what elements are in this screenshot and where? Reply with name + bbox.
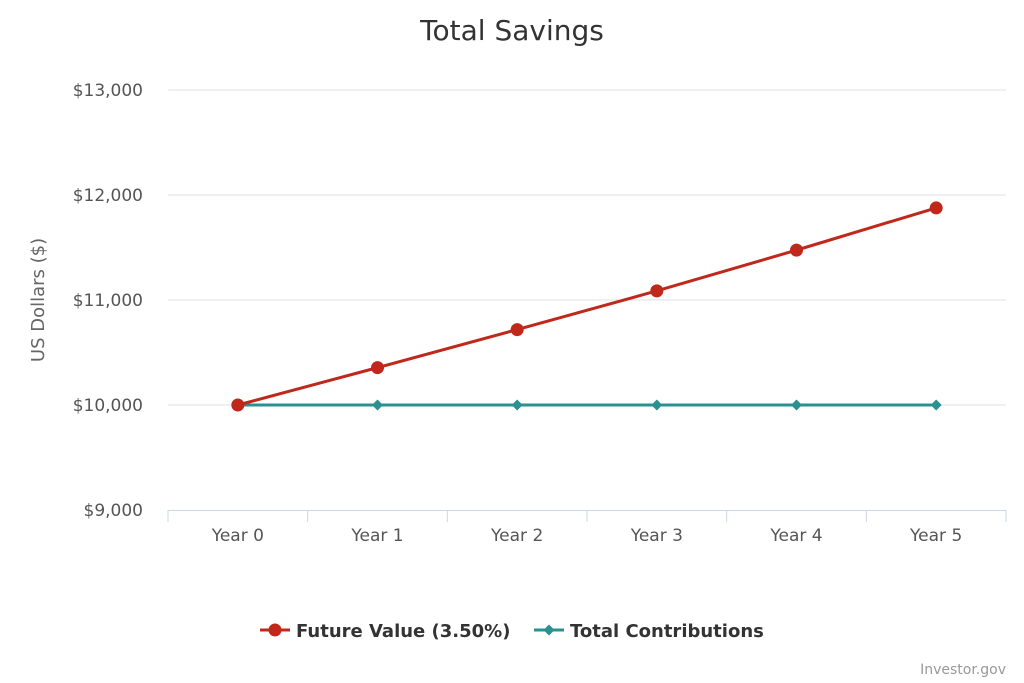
x-tick-label: Year 4 — [769, 526, 822, 546]
chart-credit[interactable]: Investor.gov — [920, 662, 1006, 678]
x-tick-label: Year 1 — [350, 526, 403, 546]
chart-title: Total Savings — [419, 14, 604, 47]
legend-label: Future Value (3.50%) — [296, 621, 510, 642]
data-point[interactable] — [930, 399, 942, 411]
data-point[interactable] — [790, 243, 803, 257]
legend-item-1[interactable]: Total Contributions — [534, 621, 764, 642]
legend-item-0[interactable]: Future Value (3.50%) — [260, 621, 510, 642]
series-0 — [231, 201, 943, 412]
series — [231, 201, 943, 412]
data-point[interactable] — [511, 399, 523, 411]
x-tick-label: Year 0 — [211, 526, 264, 546]
legend-marker — [543, 624, 555, 636]
data-point[interactable] — [231, 398, 245, 412]
y-tick-label: $13,000 — [73, 81, 143, 101]
legend-label: Total Contributions — [570, 621, 764, 642]
data-point[interactable] — [650, 284, 664, 298]
y-axis-label: US Dollars ($) — [28, 238, 49, 362]
y-axis: $9,000 $10,000 $11,000 $12,000 $13,000 — [73, 81, 143, 521]
data-point[interactable] — [371, 361, 384, 375]
data-point[interactable] — [791, 399, 802, 411]
x-axis: Year 0 Year 1 Year 2 Year 3 Year 4 Year 5 — [167, 510, 1007, 546]
y-tick-label: $11,000 — [73, 291, 143, 311]
gridlines — [168, 89, 1006, 406]
data-point[interactable] — [372, 399, 383, 411]
data-point[interactable] — [510, 323, 524, 337]
x-tick-label: Year 2 — [490, 526, 543, 546]
x-tick-label: Year 3 — [630, 526, 683, 546]
data-point[interactable] — [929, 201, 943, 215]
y-tick-label: $9,000 — [84, 501, 143, 521]
data-point[interactable] — [651, 399, 663, 411]
legend[interactable]: Future Value (3.50%) Total Contributions — [260, 621, 764, 642]
y-tick-label: $12,000 — [73, 186, 143, 206]
legend-marker — [268, 623, 282, 637]
series-line — [237, 206, 937, 407]
series-1 — [232, 399, 942, 411]
x-tick-label: Year 5 — [909, 526, 962, 546]
y-tick-label: $10,000 — [73, 396, 143, 416]
